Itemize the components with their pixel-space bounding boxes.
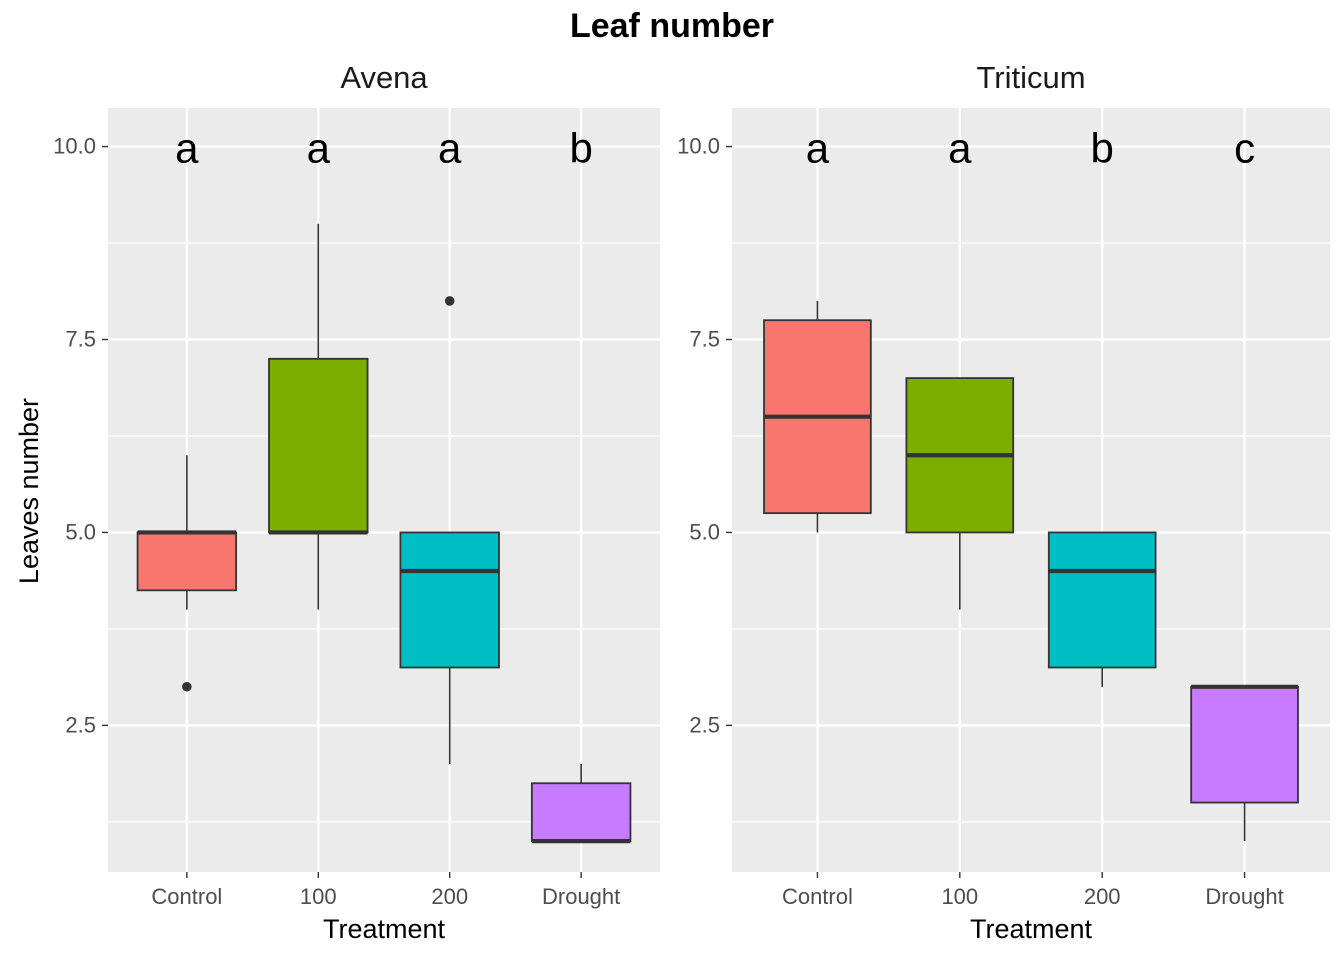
box-iqr	[1047, 531, 1157, 669]
facet-label: Avena	[340, 60, 428, 95]
x-tick-label: 100	[300, 884, 337, 909]
facet-triticum: 2.5 5.0 7.5 10.0 Control 100 200 Drought Triticu…	[677, 60, 1330, 944]
x-tick-label: 100	[941, 884, 978, 909]
panel-background	[108, 108, 660, 872]
y-tick-label: 7.5	[689, 327, 720, 352]
x-tick-label: Drought	[1205, 884, 1283, 909]
x-tick-label: 200	[431, 884, 468, 909]
y-axis-title: Leaves number	[14, 398, 44, 584]
significance-letter: a	[806, 125, 830, 172]
y-tick-label: 2.5	[689, 712, 720, 737]
chart-title: Leaf number	[570, 7, 774, 45]
x-tick-label: 200	[1084, 884, 1121, 909]
box-200: b	[1047, 125, 1157, 687]
y-tick-label: 5.0	[689, 519, 720, 544]
significance-letter: a	[438, 125, 462, 172]
x-tick-label: Control	[782, 884, 853, 909]
x-axis-title: Treatment	[970, 914, 1093, 944]
box-iqr	[136, 531, 238, 592]
box-200: a	[399, 125, 500, 764]
outlier-point	[444, 296, 455, 306]
significance-letter: a	[175, 125, 199, 172]
significance-letter: a	[307, 125, 331, 172]
y-tick-label: 10.0	[677, 134, 720, 159]
box-iqr	[399, 531, 500, 669]
box-100: a	[268, 125, 369, 610]
y-tick-label: 10.0	[53, 134, 96, 159]
box-control: a	[763, 125, 872, 533]
box-drought: b	[530, 125, 632, 844]
x-axis-title: Treatment	[323, 914, 446, 944]
box-100: a	[905, 125, 1015, 610]
facet-avena: 2.5 5.0 7.5 10.0 Control 100 200 Drought Avena Tr…	[53, 60, 660, 944]
x-tick-label: Drought	[542, 884, 620, 909]
box-drought: c	[1190, 125, 1299, 842]
box-iqr	[530, 782, 632, 843]
significance-letter: a	[948, 125, 972, 172]
x-tick-label: Control	[151, 884, 222, 909]
box-control: a	[136, 125, 238, 692]
y-tick-label: 2.5	[65, 712, 96, 737]
box-iqr	[1190, 685, 1299, 804]
significance-letter: b	[569, 125, 592, 172]
significance-letter: b	[1091, 125, 1114, 172]
y-tick-label: 5.0	[65, 519, 96, 544]
facet-label: Triticum	[976, 60, 1085, 95]
outlier-point	[182, 681, 192, 692]
significance-letter: c	[1234, 125, 1255, 172]
box-iqr	[268, 357, 369, 534]
y-tick-label: 7.5	[65, 327, 96, 352]
